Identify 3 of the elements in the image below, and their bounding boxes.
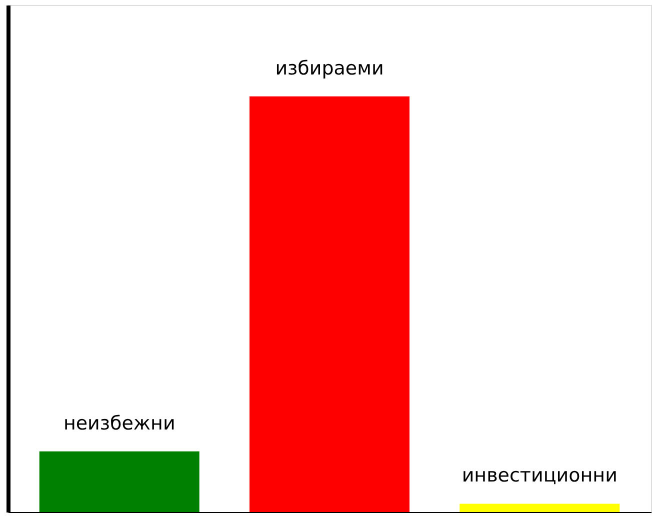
x-tick-label: инвестиционни (462, 464, 618, 487)
x-tick-label: неизбежни (63, 412, 176, 434)
x-tick-label: избираеми (275, 57, 384, 80)
